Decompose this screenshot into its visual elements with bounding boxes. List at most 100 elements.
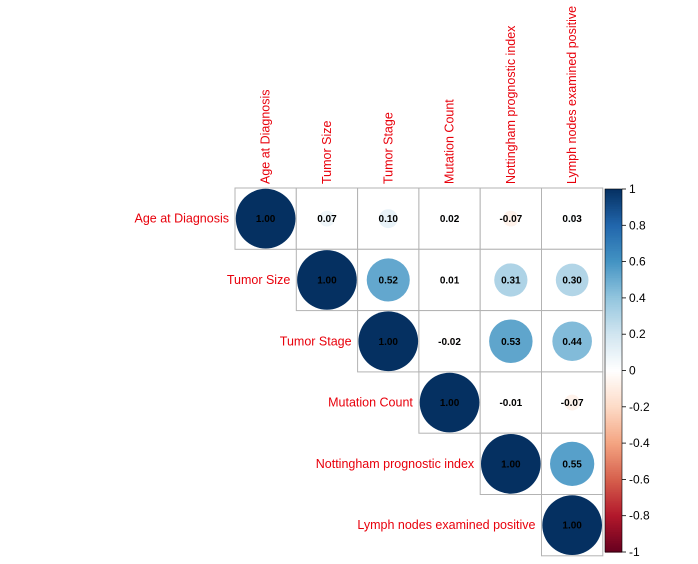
colorbar-segment xyxy=(605,417,622,421)
colorbar-segment xyxy=(605,432,622,435)
colorbar-segment xyxy=(605,499,622,502)
colorbar-segment xyxy=(605,522,622,526)
colorbar-segment xyxy=(605,265,622,268)
colorbar-segment xyxy=(605,219,622,223)
colorbar-segment xyxy=(605,207,622,210)
colorbar-segment xyxy=(605,285,622,288)
colorbar-segment xyxy=(605,194,622,197)
colorbar-segment xyxy=(605,339,622,343)
colorbar-segment xyxy=(605,198,622,201)
colorbar-segment xyxy=(605,439,622,442)
colorbar-segment xyxy=(605,203,622,206)
colorbar-segment xyxy=(605,424,622,428)
colorbar-segment xyxy=(605,526,622,530)
value-label-1-2: 0.52 xyxy=(379,275,399,286)
colorbar-segment xyxy=(605,305,622,308)
colorbar-segment xyxy=(605,530,622,533)
colorbar-segment xyxy=(605,232,622,235)
colorbar-segment xyxy=(605,374,622,377)
column-label-layer: Age at Diagnosis Tumor Size Tumor Stage Mut… xyxy=(259,6,580,184)
colorbar-segment xyxy=(605,406,622,410)
corr-circle-3-4 xyxy=(507,399,514,406)
colorbar-tick-label: 0 xyxy=(629,364,636,378)
value-label-1-3: 0.01 xyxy=(440,275,460,286)
row-label-2: Tumor Stage xyxy=(280,334,352,348)
colorbar-segment xyxy=(605,236,622,239)
colorbar-segment xyxy=(605,434,622,437)
colorbar-segment xyxy=(605,332,622,335)
colorbar-segment xyxy=(605,361,622,364)
row-label-4: Nottingham prognostic index xyxy=(316,457,475,471)
colorbar-segment xyxy=(605,297,622,301)
colorbar-segment xyxy=(605,550,622,553)
corr-circle-3-3 xyxy=(419,372,480,433)
colorbar-tick-label: 0.4 xyxy=(629,291,646,305)
colorbar-segment xyxy=(605,370,622,373)
colorbar-segment xyxy=(605,263,622,266)
corr-circle-0-3 xyxy=(445,214,454,223)
corr-circle-2-3 xyxy=(445,337,454,346)
colorbar-segment xyxy=(605,308,622,312)
colorbar-segment xyxy=(605,212,622,216)
colorbar-segment xyxy=(605,292,622,295)
colorbar-segment xyxy=(605,468,622,471)
colorbar-segment xyxy=(605,296,622,299)
colorbar-segment xyxy=(605,261,622,265)
colorbar-segment xyxy=(605,535,622,539)
colorbar-segment xyxy=(605,354,622,357)
colorbar-segment xyxy=(605,541,622,544)
colorbar-tick-label: -0.2 xyxy=(629,400,650,414)
colorbar-segment xyxy=(605,383,622,386)
corr-circle-4-4 xyxy=(481,434,541,494)
colorbar-segment xyxy=(605,243,622,246)
colorbar-segment xyxy=(605,397,622,401)
colorbar-segment xyxy=(605,259,622,263)
colorbar-segment xyxy=(605,317,622,321)
colorbar-segment xyxy=(605,437,622,441)
colorbar-segment xyxy=(605,190,622,194)
corr-circle-0-0 xyxy=(235,188,296,249)
colorbar-tick-label: 1 xyxy=(629,182,636,196)
colorbar-segment xyxy=(605,314,622,317)
colorbar-segment xyxy=(605,410,622,413)
colorbar-segment xyxy=(605,546,622,549)
colorbar-segment xyxy=(605,350,622,353)
colorbar-segment xyxy=(605,481,622,484)
colorbar-segment xyxy=(605,239,622,243)
colorbar-segment xyxy=(605,223,622,226)
value-label-1-4: 0.31 xyxy=(501,275,521,286)
colorbar-segment xyxy=(605,544,622,548)
colorbar-segment xyxy=(605,319,622,323)
colorbar-segment xyxy=(605,189,622,192)
colorbar-segment xyxy=(605,399,622,402)
colorbar-segment xyxy=(605,343,622,346)
colorbar-segment xyxy=(605,459,622,462)
colorbar-segment xyxy=(605,510,622,513)
colorbar-segment xyxy=(605,548,622,551)
colorbar-segment xyxy=(605,303,622,306)
colorbar-segment xyxy=(605,201,622,205)
colorbar-segment xyxy=(605,492,622,495)
colorbar-segment xyxy=(605,279,622,283)
colorbar-segment xyxy=(605,363,622,366)
colorbar-segment xyxy=(605,386,622,390)
colorbar-segment xyxy=(605,270,622,274)
colorbar-segment xyxy=(605,419,622,422)
corr-circle-0-5 xyxy=(566,213,578,224)
colorbar-segment xyxy=(605,401,622,404)
colorbar-segment xyxy=(605,542,622,546)
colorbar-segment xyxy=(605,508,622,511)
grid-layer xyxy=(234,187,604,557)
colorbar-segment xyxy=(605,365,622,368)
column-label-0: Age at Diagnosis xyxy=(259,89,273,184)
column-label-5: Lymph nodes examined positive xyxy=(565,6,579,184)
corr-circle-1-3 xyxy=(446,276,453,283)
column-label-1: Tumor Size xyxy=(320,121,334,184)
corr-circle-1-2 xyxy=(366,258,410,302)
colorbar-segment xyxy=(605,196,622,199)
colorbar-segment xyxy=(605,381,622,384)
colorbar-segment xyxy=(605,230,622,234)
colorbar-segment xyxy=(605,218,622,221)
corr-circle-3-5 xyxy=(564,394,581,411)
colorbar-segment xyxy=(605,412,622,415)
